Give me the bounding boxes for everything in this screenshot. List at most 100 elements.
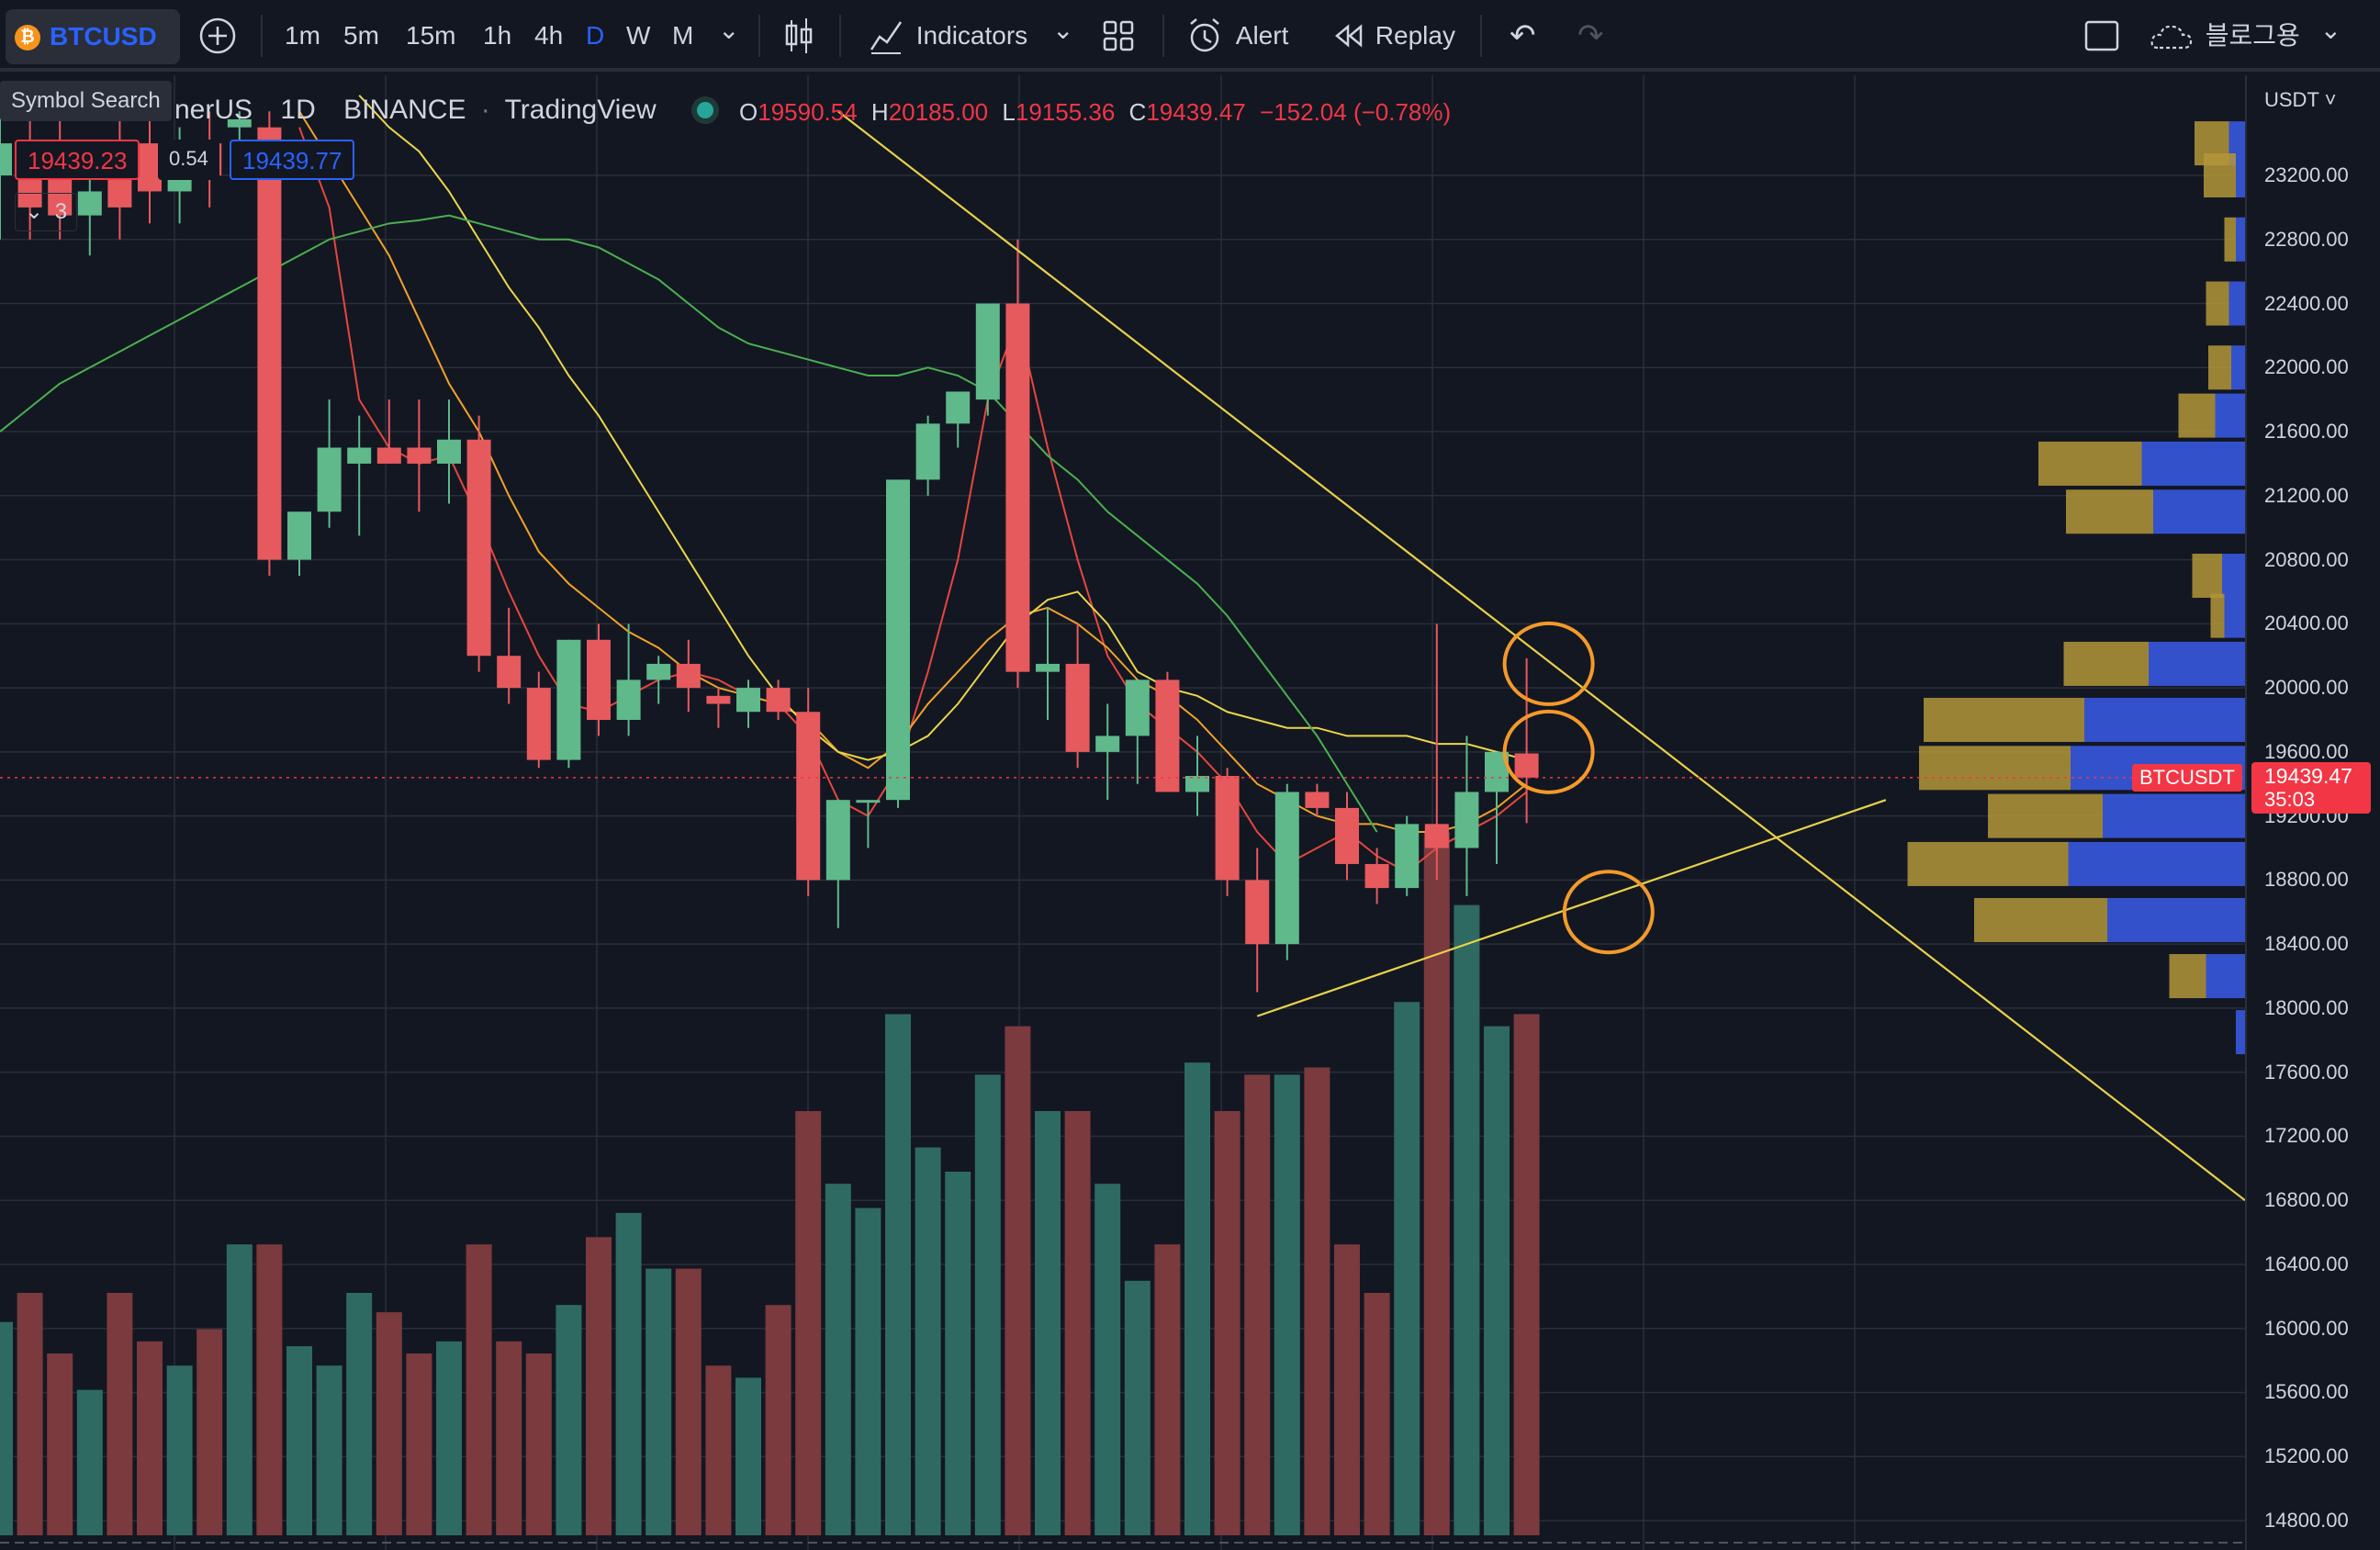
volume-profile-bar-gold — [2210, 593, 2225, 638]
replay-button[interactable]: Replay — [1331, 13, 1455, 59]
volume-bar — [406, 1353, 432, 1535]
price-axis-label: 21200.00 — [2264, 483, 2349, 507]
volume-profile-bar-gold — [2063, 641, 2149, 686]
candle-body — [77, 191, 102, 216]
volume-profile-bar-blue — [2236, 217, 2245, 262]
volume-profile-bar-blue — [2236, 153, 2245, 197]
candle-body — [1274, 792, 1299, 945]
volume-bar — [885, 1014, 911, 1535]
volume-bar — [855, 1207, 881, 1535]
change-value: −152.04 (−0.78%) — [1260, 98, 1452, 126]
volume-profile-bar-blue — [2107, 897, 2245, 942]
volume-bar — [1124, 1280, 1151, 1535]
indicators-label: Indicators — [915, 21, 1028, 50]
volume-bar — [1095, 1184, 1121, 1535]
alert-button[interactable]: Alert — [1186, 13, 1288, 59]
volume-profile-bar-gold — [2204, 153, 2236, 197]
volume-profile-bar-blue — [2224, 593, 2245, 638]
candle-body — [497, 656, 522, 689]
candle-body — [1125, 680, 1150, 736]
volume-bar — [166, 1365, 193, 1535]
close-value: 19439.47 — [1146, 98, 1246, 126]
replay-label: Replay — [1375, 21, 1455, 50]
volume-profile-bar-gold — [2224, 217, 2236, 262]
interval-5m[interactable]: 5m — [343, 21, 379, 50]
volume-bar — [675, 1268, 702, 1535]
low-label: L — [1002, 98, 1016, 126]
volume-bar — [1394, 1002, 1420, 1535]
candle-body — [1335, 807, 1359, 864]
price-axis-label: 17600.00 — [2264, 1060, 2349, 1084]
market-status-icon[interactable] — [697, 102, 714, 118]
volume-bar — [1214, 1111, 1241, 1535]
price-axis-label: 21600.00 — [2264, 420, 2349, 444]
trend-line — [1256, 799, 1887, 1017]
candle-body — [466, 439, 491, 657]
price-axis-label: 15200.00 — [2264, 1444, 2349, 1468]
moving-average-line — [0, 214, 1378, 833]
candle-body — [646, 663, 671, 680]
volume-bar — [765, 1305, 791, 1535]
ohlc-values: O19590.54 H20185.00 L19155.36 C19439.47 … — [739, 95, 1451, 129]
volume-profile-bar-gold — [2206, 281, 2229, 326]
interval-15m[interactable]: 15m — [406, 21, 456, 50]
volume-bar — [466, 1244, 492, 1535]
volume-profile-bar-gold — [2038, 441, 2142, 486]
indicators-button[interactable]: Indicators — [869, 13, 1027, 59]
candle-body — [946, 391, 971, 424]
add-circle-icon — [199, 17, 236, 54]
volume-bar — [1154, 1244, 1181, 1535]
price-axis-label: 20800.00 — [2264, 547, 2349, 571]
buy-price-button[interactable]: 19439.77 — [230, 140, 355, 180]
compare-symbol-button[interactable] — [196, 13, 239, 59]
volume-profile-bar-blue — [2231, 345, 2245, 390]
layout-templates-button[interactable] — [1102, 13, 1135, 59]
legend-source: TradingView — [504, 95, 657, 125]
candle-body — [1514, 753, 1539, 778]
undo-button[interactable]: ↶ — [1510, 18, 1536, 53]
currency-selector[interactable]: USDT ˅ — [2264, 88, 2336, 112]
volume-profile-bar-blue — [2206, 954, 2245, 999]
candle-body — [886, 479, 910, 801]
interval-dropdown-icon[interactable]: ⌄ — [718, 16, 740, 44]
interval-m[interactable]: M — [672, 21, 694, 50]
indicators-toggle[interactable]: ⌄ 3 — [15, 193, 78, 231]
volume-profile-bar-gold — [1919, 746, 2071, 791]
price-axis-border — [2245, 75, 2247, 1550]
price-axis-label: 22000.00 — [2264, 355, 2349, 379]
volume-profile-bar-blue — [2068, 841, 2245, 886]
volume-bar — [974, 1074, 1001, 1535]
price-axis-label: 23200.00 — [2264, 163, 2349, 186]
interval-1h[interactable]: 1h — [483, 21, 512, 50]
interval-d[interactable]: D — [586, 21, 605, 50]
sell-price-button[interactable]: 19439.23 — [15, 140, 140, 180]
chart-type-button[interactable] — [782, 13, 815, 59]
volume-bar — [1244, 1074, 1271, 1535]
volume-bar — [76, 1389, 103, 1535]
volume-bar — [47, 1353, 73, 1535]
price-axis-label: 14800.00 — [2264, 1509, 2349, 1532]
interval-1m[interactable]: 1m — [285, 21, 320, 50]
candle-body — [317, 447, 342, 512]
volume-bar — [1334, 1244, 1360, 1535]
grid-icon — [1103, 20, 1134, 51]
price-axis-label: 20000.00 — [2264, 676, 2349, 700]
candle-body — [407, 447, 432, 464]
layout-menu-button[interactable]: 블로그용 ⌄ — [2149, 13, 2341, 59]
symbol-search-button[interactable]: ₿ BTCUSD — [6, 9, 180, 64]
volume-bar — [376, 1312, 402, 1535]
candle-body — [107, 175, 132, 208]
symbol-search-tooltip: Symbol Search — [0, 81, 172, 121]
indicators-dropdown-icon[interactable]: ⌄ — [1052, 16, 1074, 44]
volume-bar — [1454, 904, 1480, 1535]
interval-w[interactable]: W — [626, 21, 651, 50]
interval-4h[interactable]: 4h — [534, 21, 564, 50]
candle-body — [1245, 880, 1270, 945]
volume-profile-bar-gold — [1974, 897, 2107, 942]
redo-button[interactable]: ↷ — [1577, 18, 1604, 53]
fullscreen-button[interactable] — [2084, 13, 2119, 59]
indicators-count: 3 — [54, 199, 68, 224]
volume-bar — [1304, 1067, 1330, 1535]
alarm-clock-icon — [1190, 18, 1219, 52]
